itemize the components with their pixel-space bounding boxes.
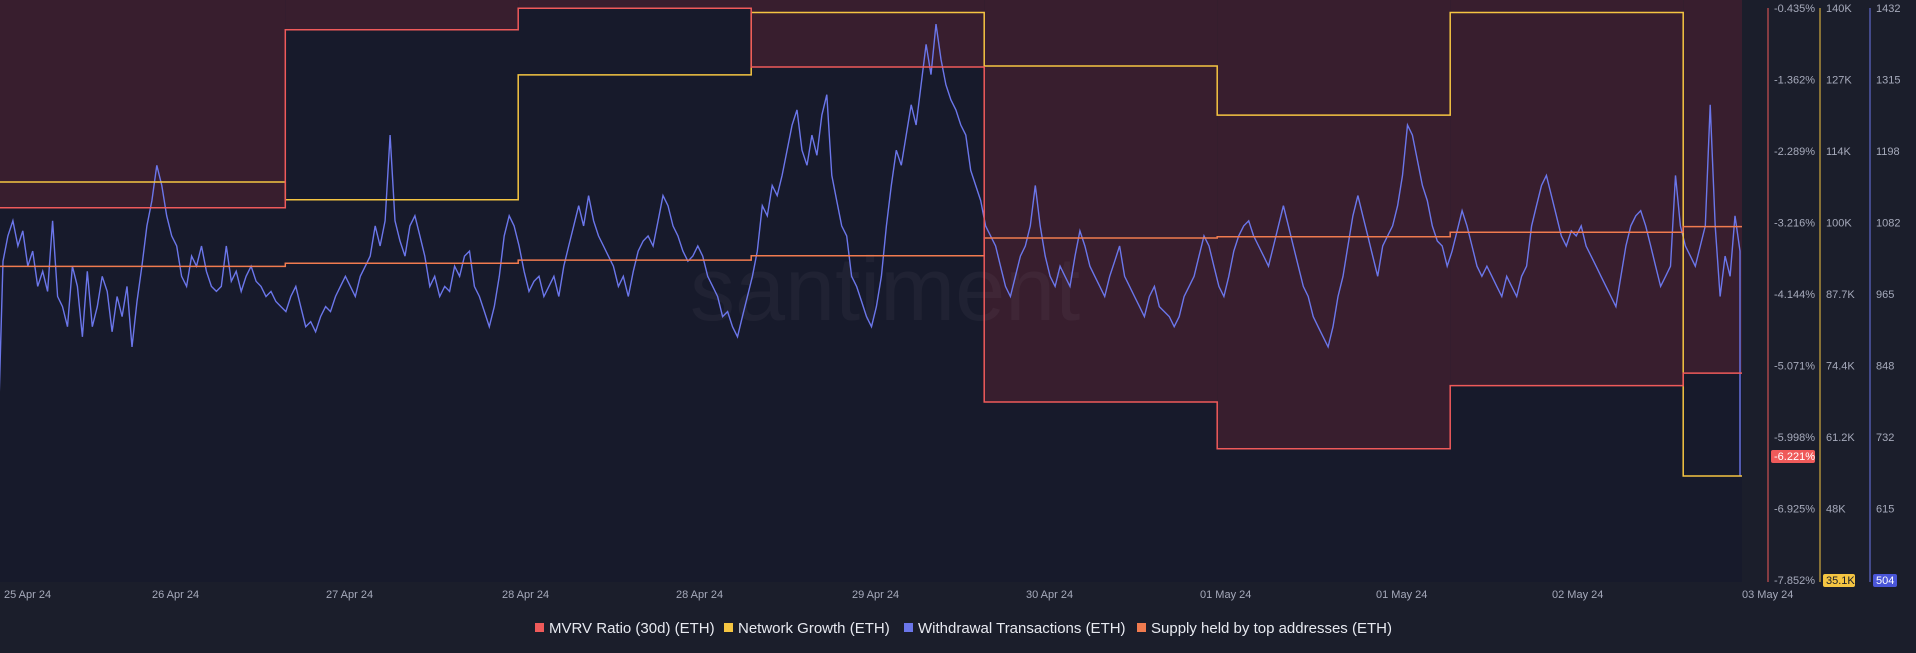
y-axes: -0.435% -1.362% -2.289% -3.216% -4.144% -5.07… bbox=[1767, 3, 1900, 587]
withdrawal-transactions-line bbox=[0, 24, 1741, 476]
mvrv-tick-label: -3.216% bbox=[1774, 218, 1815, 230]
legend-label: Network Growth (ETH) bbox=[738, 620, 890, 637]
legend-label: MVRV Ratio (30d) (ETH) bbox=[549, 620, 715, 637]
mvrv-tick-label: -5.998% bbox=[1774, 432, 1815, 444]
legend-label: Withdrawal Transactions (ETH) bbox=[918, 620, 1126, 637]
mvrv-fill-segment bbox=[1683, 0, 1742, 374]
x-tick-label: 01 May 24 bbox=[1376, 589, 1427, 601]
mvrv-tick-label: -5.071% bbox=[1774, 361, 1815, 373]
x-tick-label: 02 May 24 bbox=[1552, 589, 1603, 601]
network_growth-tick-label: 87.7K bbox=[1826, 289, 1855, 301]
mvrv-line bbox=[0, 7, 1742, 450]
legend-swatch bbox=[904, 623, 913, 632]
withdrawals-current-value: 504 bbox=[1876, 575, 1894, 587]
mvrv-tick-label: -7.852% bbox=[1774, 575, 1815, 587]
network_growth-tick-label: 74.4K bbox=[1826, 361, 1855, 373]
withdrawals-tick-label: 615 bbox=[1876, 504, 1894, 516]
x-tick-label: 27 Apr 24 bbox=[326, 589, 373, 601]
withdrawals-current-badge bbox=[1873, 574, 1897, 587]
mvrv-fill-segment bbox=[751, 0, 985, 67]
network_growth-current-value: 35.1K bbox=[1826, 575, 1855, 587]
mvrv-tick-label: -6.925% bbox=[1774, 504, 1815, 516]
mvrv-area-fills bbox=[0, 0, 1742, 449]
withdrawals-tick-label: 965 bbox=[1876, 289, 1894, 301]
x-tick-label: 28 Apr 24 bbox=[676, 589, 723, 601]
legend: MVRV Ratio (30d) (ETH) Network Growth (ET… bbox=[535, 620, 1392, 637]
legend-swatch bbox=[535, 623, 544, 632]
network_growth-tick-label: 127K bbox=[1826, 75, 1852, 87]
withdrawals-tick-label: 1082 bbox=[1876, 218, 1900, 230]
x-axis: 25 Apr 24 26 Apr 24 27 Apr 24 28 Apr 24 28 A… bbox=[4, 589, 1793, 601]
network_growth-current-badge bbox=[1823, 574, 1855, 587]
mvrv-tick-label: -1.362% bbox=[1774, 75, 1815, 87]
mvrv-fill-segment bbox=[1450, 0, 1684, 386]
network-growth-line bbox=[0, 11, 1742, 477]
withdrawals-tick-label: 732 bbox=[1876, 432, 1894, 444]
withdrawals-tick-label: 1198 bbox=[1876, 146, 1900, 158]
network_growth-tick-label: 114K bbox=[1826, 146, 1852, 158]
legend-swatch bbox=[724, 623, 733, 632]
mvrv-tick-label: -4.144% bbox=[1774, 289, 1815, 301]
network_growth-tick-label: 100K bbox=[1826, 218, 1852, 230]
withdrawals-tick-label: 1315 bbox=[1876, 75, 1900, 87]
x-tick-label: 29 Apr 24 bbox=[852, 589, 899, 601]
network_growth-tick-label: 48K bbox=[1826, 504, 1846, 516]
mvrv-current-value: -6.221% bbox=[1774, 451, 1815, 463]
mvrv-fill-segment bbox=[518, 0, 752, 9]
mvrv-fill-segment bbox=[1217, 0, 1451, 449]
network_growth-tick-label: 61.2K bbox=[1826, 432, 1855, 444]
x-tick-label: 03 May 24 bbox=[1742, 589, 1793, 601]
network_growth-tick-label: 140K bbox=[1826, 3, 1852, 15]
legend-label: Supply held by top addresses (ETH) bbox=[1151, 620, 1392, 637]
mvrv-fill-segment bbox=[984, 0, 1218, 403]
mvrv-current-badge bbox=[1771, 450, 1815, 463]
x-tick-label: 30 Apr 24 bbox=[1026, 589, 1073, 601]
withdrawals-tick-label: 1432 bbox=[1876, 3, 1900, 15]
x-tick-label: 01 May 24 bbox=[1200, 589, 1251, 601]
withdrawals-tick-label: 848 bbox=[1876, 361, 1894, 373]
x-tick-label: 25 Apr 24 bbox=[4, 589, 51, 601]
legend-swatch bbox=[1137, 623, 1146, 632]
mvrv-fill-segment bbox=[0, 0, 286, 208]
mvrv-fill-segment bbox=[285, 0, 519, 30]
x-tick-label: 26 Apr 24 bbox=[152, 589, 199, 601]
mvrv-tick-label: -0.435% bbox=[1774, 3, 1815, 15]
x-tick-label: 28 Apr 24 bbox=[502, 589, 549, 601]
mvrv-tick-label: -2.289% bbox=[1774, 146, 1815, 158]
series-lines bbox=[0, 7, 1742, 477]
